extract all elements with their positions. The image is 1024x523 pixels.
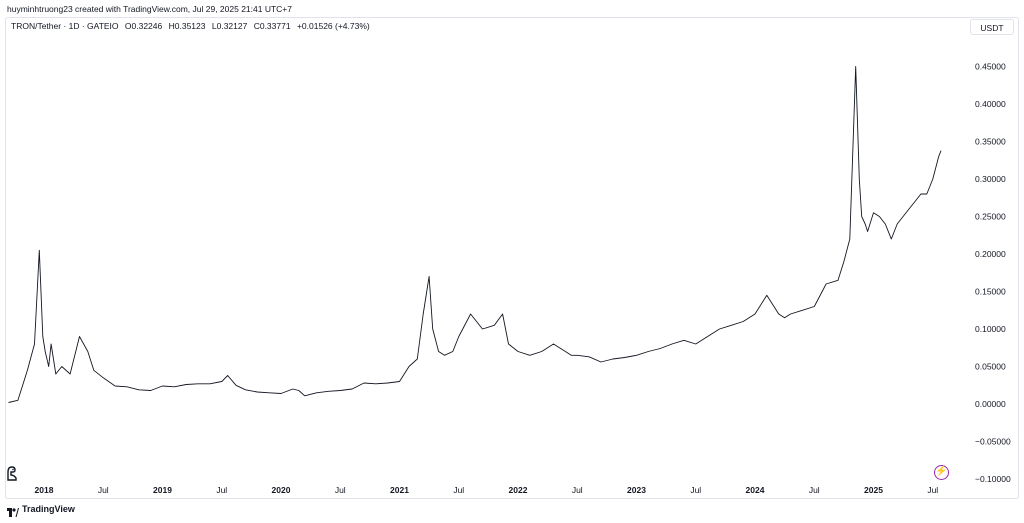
y-tick-label: 0.20000: [975, 249, 1006, 259]
y-tick-label: 0.00000: [975, 399, 1006, 409]
price-line-layer: [8, 66, 942, 403]
y-tick-label: 0.10000: [975, 324, 1006, 334]
x-tick-label: 2021: [390, 485, 409, 495]
price-axis[interactable]: 0.45000 0.40000 0.35000 0.30000 0.25000 0.200…: [975, 62, 1011, 485]
x-tick-label: 2020: [272, 485, 291, 495]
y-tick-label: 0.05000: [975, 362, 1006, 372]
x-tick-label: Jul: [98, 485, 109, 495]
doge-mascot-icon[interactable]: [5, 464, 19, 482]
x-tick-label: Jul: [927, 485, 938, 495]
time-axis[interactable]: 2018 Jul 2019 Jul 2020 Jul 2021 Jul 2022 Jul 2023 J…: [35, 485, 939, 495]
x-tick-label: Jul: [572, 485, 583, 495]
x-tick-label: 2024: [746, 485, 765, 495]
currency-button[interactable]: USDT: [970, 19, 1014, 35]
chart-credit: huyminhtruong23 created with TradingView…: [7, 4, 292, 14]
y-tick-label: 0.35000: [975, 137, 1006, 147]
x-tick-label: Jul: [216, 485, 227, 495]
symbol-legend: TRON/Tether · 1D · GATEIO O0.32246 H0.35…: [11, 21, 374, 31]
legend-close: C0.33771: [253, 21, 291, 31]
x-tick-label: Jul: [690, 485, 701, 495]
y-tick-label: 0.25000: [975, 212, 1006, 222]
legend-open: O0.32246: [124, 21, 163, 31]
x-tick-label: 2022: [509, 485, 528, 495]
x-tick-label: 2018: [35, 485, 54, 495]
x-tick-label: 2023: [627, 485, 646, 495]
y-tick-label: 0.15000: [975, 287, 1006, 297]
legend-symbol[interactable]: TRON/Tether · 1D · GATEIO: [11, 21, 119, 31]
x-tick-label: 2019: [153, 485, 172, 495]
y-tick-label: −0.10000: [975, 474, 1011, 484]
y-tick-label: −0.05000: [975, 437, 1011, 447]
tradingview-logo-icon: [7, 505, 19, 517]
x-tick-label: Jul: [453, 485, 464, 495]
y-tick-label: 0.40000: [975, 99, 1006, 109]
x-tick-label: Jul: [809, 485, 820, 495]
price-line: [8, 66, 942, 403]
y-tick-label: 0.30000: [975, 174, 1006, 184]
x-tick-label: Jul: [335, 485, 346, 495]
legend-change: +0.01526 (+4.73%): [296, 21, 370, 31]
y-tick-label: 0.45000: [975, 62, 1006, 72]
chart-frame: [5, 17, 1019, 499]
x-tick-label: 2025: [864, 485, 883, 495]
legend-high: H0.35123: [168, 21, 206, 31]
tradingview-brand: TradingView: [22, 504, 75, 514]
legend-low: L0.32127: [211, 21, 248, 31]
lightning-icon[interactable]: ⚡: [934, 465, 949, 480]
